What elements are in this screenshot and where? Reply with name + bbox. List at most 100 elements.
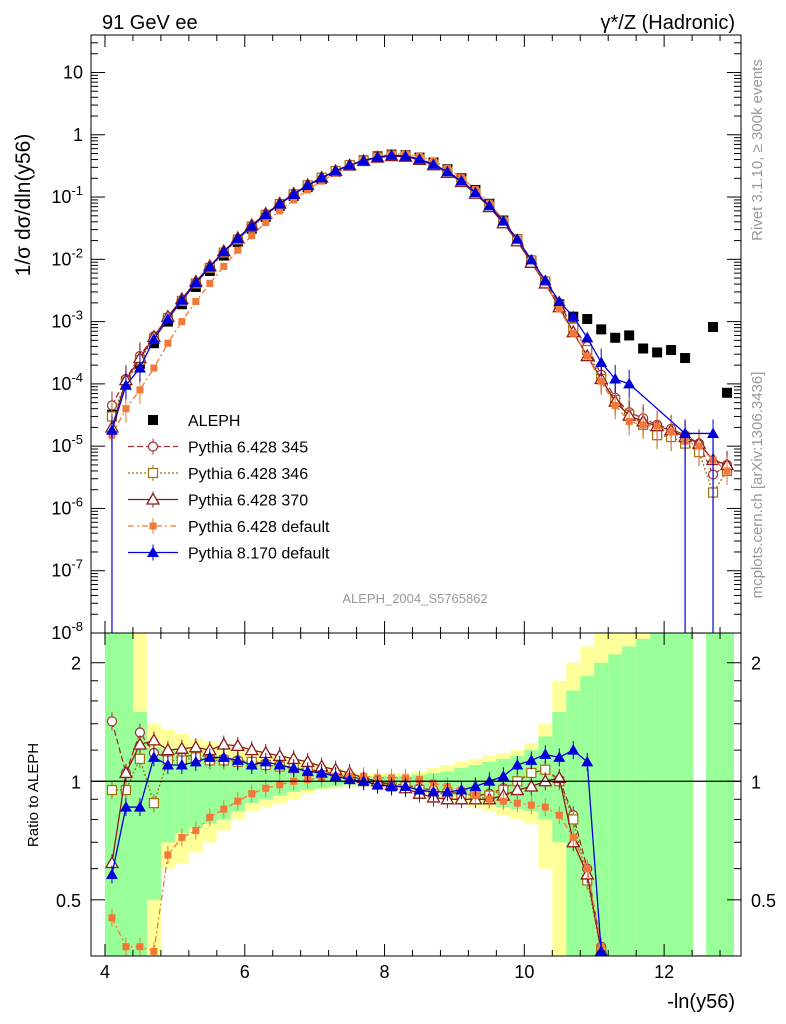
ratio-point xyxy=(485,795,493,803)
ratio-point xyxy=(371,778,384,790)
data-point xyxy=(371,151,384,162)
ratio-point xyxy=(175,758,188,770)
data-point xyxy=(220,262,228,270)
ratio-point xyxy=(160,742,176,756)
legend-entry-aleph: ALEPH xyxy=(148,413,240,430)
ratio-y-tick-label-right: 0.5 xyxy=(751,891,776,911)
data-point xyxy=(595,356,608,368)
data-point xyxy=(189,276,202,288)
data-point xyxy=(164,339,172,347)
ratio-point xyxy=(106,784,118,796)
ratio-y-tick-label-right: 1 xyxy=(751,772,761,792)
data-point xyxy=(625,417,633,425)
legend-marker xyxy=(145,492,161,505)
legend-label: Pythia 8.170 default xyxy=(188,546,330,563)
ratio-point xyxy=(108,914,116,922)
ratio-band-green-bin xyxy=(622,646,637,956)
data-point xyxy=(539,274,552,285)
data-point xyxy=(245,220,258,231)
data-point xyxy=(455,174,468,186)
ratio-point xyxy=(146,733,162,746)
ratio-point xyxy=(524,779,539,792)
data-point xyxy=(609,372,622,384)
ratio-point xyxy=(471,792,479,800)
data-point xyxy=(175,294,188,305)
data-point xyxy=(301,179,314,191)
ratio-point xyxy=(234,797,242,805)
x-tick-label: 6 xyxy=(240,962,250,982)
y-tick-label: 10-1 xyxy=(51,183,83,207)
data-point xyxy=(695,442,703,450)
ratio-point xyxy=(217,751,230,762)
legend-entry-pythia-6-428-370: Pythia 6.428 370 xyxy=(128,491,308,510)
x-tick-label: 12 xyxy=(654,962,674,982)
ratio-point xyxy=(301,765,314,776)
ratio-point xyxy=(287,762,300,773)
ratio-point xyxy=(469,780,482,791)
x-tick-label: 10 xyxy=(514,962,534,982)
ratio-point xyxy=(206,813,214,821)
side-label-mcplots: mcplots.cern.ch [arXiv:1306.3436] xyxy=(749,372,766,599)
data-point xyxy=(569,329,577,337)
ratio-point xyxy=(134,753,146,764)
data-point xyxy=(582,314,593,325)
ratio-point xyxy=(105,868,118,879)
legend: ALEPH Pythia 6.428 345 Pythia 6.428 346 Pyt… xyxy=(128,413,330,563)
legend-marker xyxy=(147,441,159,452)
ratio-point xyxy=(262,784,270,792)
data-point xyxy=(469,186,482,198)
ratio-point xyxy=(499,797,507,805)
ratio-point xyxy=(539,748,552,759)
ratio-point xyxy=(273,758,286,770)
ratio-band-green-bin xyxy=(720,633,735,956)
ratio-band-green-bin xyxy=(664,633,679,956)
data-point xyxy=(639,421,647,429)
data-point xyxy=(666,345,677,356)
ratio-point xyxy=(385,780,398,791)
data-point xyxy=(667,428,675,436)
data-point xyxy=(567,310,580,322)
data-point xyxy=(203,261,216,272)
series-line xyxy=(111,154,714,435)
legend-marker xyxy=(148,415,158,425)
analysis-id-label: ALEPH_2004_S5765862 xyxy=(342,591,487,606)
data-point xyxy=(122,405,130,413)
data-point xyxy=(624,330,635,341)
ratio-point xyxy=(118,765,134,779)
ratio-uncertainty-bands xyxy=(104,633,735,956)
data-point xyxy=(638,343,649,354)
data-point xyxy=(234,246,242,254)
ratio-point xyxy=(315,766,328,778)
data-point xyxy=(581,331,594,343)
ratio-point xyxy=(413,784,426,795)
ratio-band-green-bin xyxy=(188,754,203,829)
ratio-point xyxy=(455,784,468,795)
data-point xyxy=(553,295,566,307)
data-point xyxy=(161,313,174,324)
ratio-series-layer xyxy=(104,712,609,956)
ratio-point xyxy=(569,833,577,841)
ratio-point xyxy=(203,751,216,762)
data-point xyxy=(287,188,300,199)
data-point xyxy=(511,233,524,244)
ratio-point xyxy=(147,751,160,762)
ratio-point xyxy=(132,737,148,750)
legend-marker xyxy=(147,546,159,557)
legend-label: Pythia 6.428 346 xyxy=(188,466,308,483)
legend-label: ALEPH xyxy=(188,413,240,430)
ratio-point xyxy=(581,755,594,767)
ratio-point xyxy=(119,801,132,812)
data-point xyxy=(206,279,214,287)
ratio-point xyxy=(541,803,549,811)
ratio-y-tick-label-left: 2 xyxy=(71,654,81,674)
data-point xyxy=(147,333,160,344)
y-axis-label-ratio: Ratio to ALEPH xyxy=(25,743,42,847)
legend-label: Pythia 6.428 345 xyxy=(188,440,308,457)
data-point xyxy=(385,149,398,160)
data-point xyxy=(290,196,298,204)
ratio-point xyxy=(244,742,259,756)
data-point xyxy=(723,467,731,475)
y-tick-label: 10-6 xyxy=(51,494,83,518)
ratio-y-tick-label-left: 1 xyxy=(71,772,81,792)
title-left: 91 GeV ee xyxy=(102,12,198,34)
